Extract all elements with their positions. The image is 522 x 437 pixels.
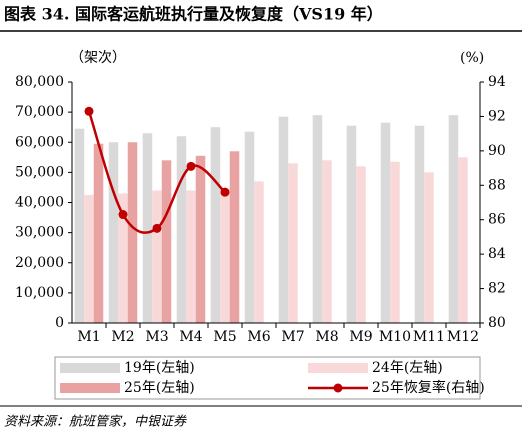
y2-tick-label: 86 xyxy=(488,212,506,228)
x-tick-label: M10 xyxy=(379,329,411,345)
bar xyxy=(390,161,400,323)
bar xyxy=(288,163,298,323)
y2-tick-label: 94 xyxy=(488,74,506,90)
bar xyxy=(229,151,240,323)
line-marker xyxy=(152,223,162,233)
x-tick-label: M11 xyxy=(413,329,445,345)
bar xyxy=(380,122,391,323)
bar xyxy=(414,125,425,324)
bar xyxy=(108,142,119,323)
bar xyxy=(356,166,366,323)
bar xyxy=(142,133,153,323)
line-marker xyxy=(84,106,94,116)
y-tick-label: 10,000 xyxy=(15,285,64,301)
bar xyxy=(424,172,434,323)
bar xyxy=(186,190,196,323)
bar xyxy=(195,155,206,323)
bar xyxy=(93,143,104,323)
line-marker xyxy=(220,187,230,197)
bar xyxy=(210,127,221,323)
bar xyxy=(84,194,94,323)
y-tick-label: 30,000 xyxy=(15,225,64,241)
y2-tick-label: 88 xyxy=(488,177,506,193)
bar xyxy=(346,125,357,324)
y-tick-label: 0 xyxy=(55,315,64,331)
bar xyxy=(220,188,230,323)
legend-swatch xyxy=(308,363,368,373)
legend-swatch xyxy=(60,363,120,373)
line-marker xyxy=(186,161,196,171)
bar xyxy=(152,190,162,323)
y-tick-label: 80,000 xyxy=(15,74,64,90)
y-tick-label: 40,000 xyxy=(15,195,64,211)
chart-title: 图表 34. 国际客运航班执行量及恢复度（VS19 年） xyxy=(4,5,383,24)
y2-axis-title: (%) xyxy=(460,50,484,66)
legend-box xyxy=(54,356,481,400)
y-tick-label: 20,000 xyxy=(15,255,64,271)
legend-marker xyxy=(333,383,343,393)
y2-tick-label: 92 xyxy=(488,108,506,124)
legend-label: 19年(左轴) xyxy=(124,360,195,376)
bar xyxy=(458,157,468,323)
x-tick-label: M2 xyxy=(111,329,134,345)
bar xyxy=(322,160,332,323)
bar xyxy=(161,160,172,323)
x-tick-label: M3 xyxy=(145,329,168,345)
bar xyxy=(127,142,138,323)
bar xyxy=(244,131,255,323)
x-tick-label: M4 xyxy=(179,329,202,345)
bar xyxy=(176,136,187,323)
legend-label: 25年恢复率(右轴) xyxy=(372,379,485,396)
y-tick-label: 60,000 xyxy=(15,134,64,150)
legend-swatch xyxy=(60,383,120,393)
source: 资料来源：航班管家，中银证券 xyxy=(4,414,187,430)
x-tick-label: M8 xyxy=(315,329,338,345)
x-tick-label: M7 xyxy=(281,329,304,345)
y2-tick-label: 84 xyxy=(488,246,506,262)
x-tick-label: M9 xyxy=(349,329,372,345)
y-tick-label: 50,000 xyxy=(15,164,64,180)
x-tick-label: M5 xyxy=(213,329,236,345)
line-marker xyxy=(118,210,128,220)
y2-tick-label: 80 xyxy=(488,315,506,331)
bar xyxy=(448,115,459,323)
legend-label: 24年(左轴) xyxy=(372,360,443,376)
y-axis-title: （架次） xyxy=(70,50,126,66)
x-tick-label: M6 xyxy=(247,329,270,345)
bar xyxy=(118,193,128,323)
legend-label: 25年(左轴) xyxy=(124,380,195,396)
bar xyxy=(254,181,264,323)
y2-tick-label: 82 xyxy=(488,281,506,297)
bar xyxy=(74,128,85,323)
bar xyxy=(278,116,289,323)
bar xyxy=(312,115,323,323)
y2-tick-label: 90 xyxy=(488,143,506,159)
x-tick-label: M12 xyxy=(447,329,479,345)
x-tick-label: M1 xyxy=(77,329,100,345)
y-tick-label: 70,000 xyxy=(15,104,64,120)
